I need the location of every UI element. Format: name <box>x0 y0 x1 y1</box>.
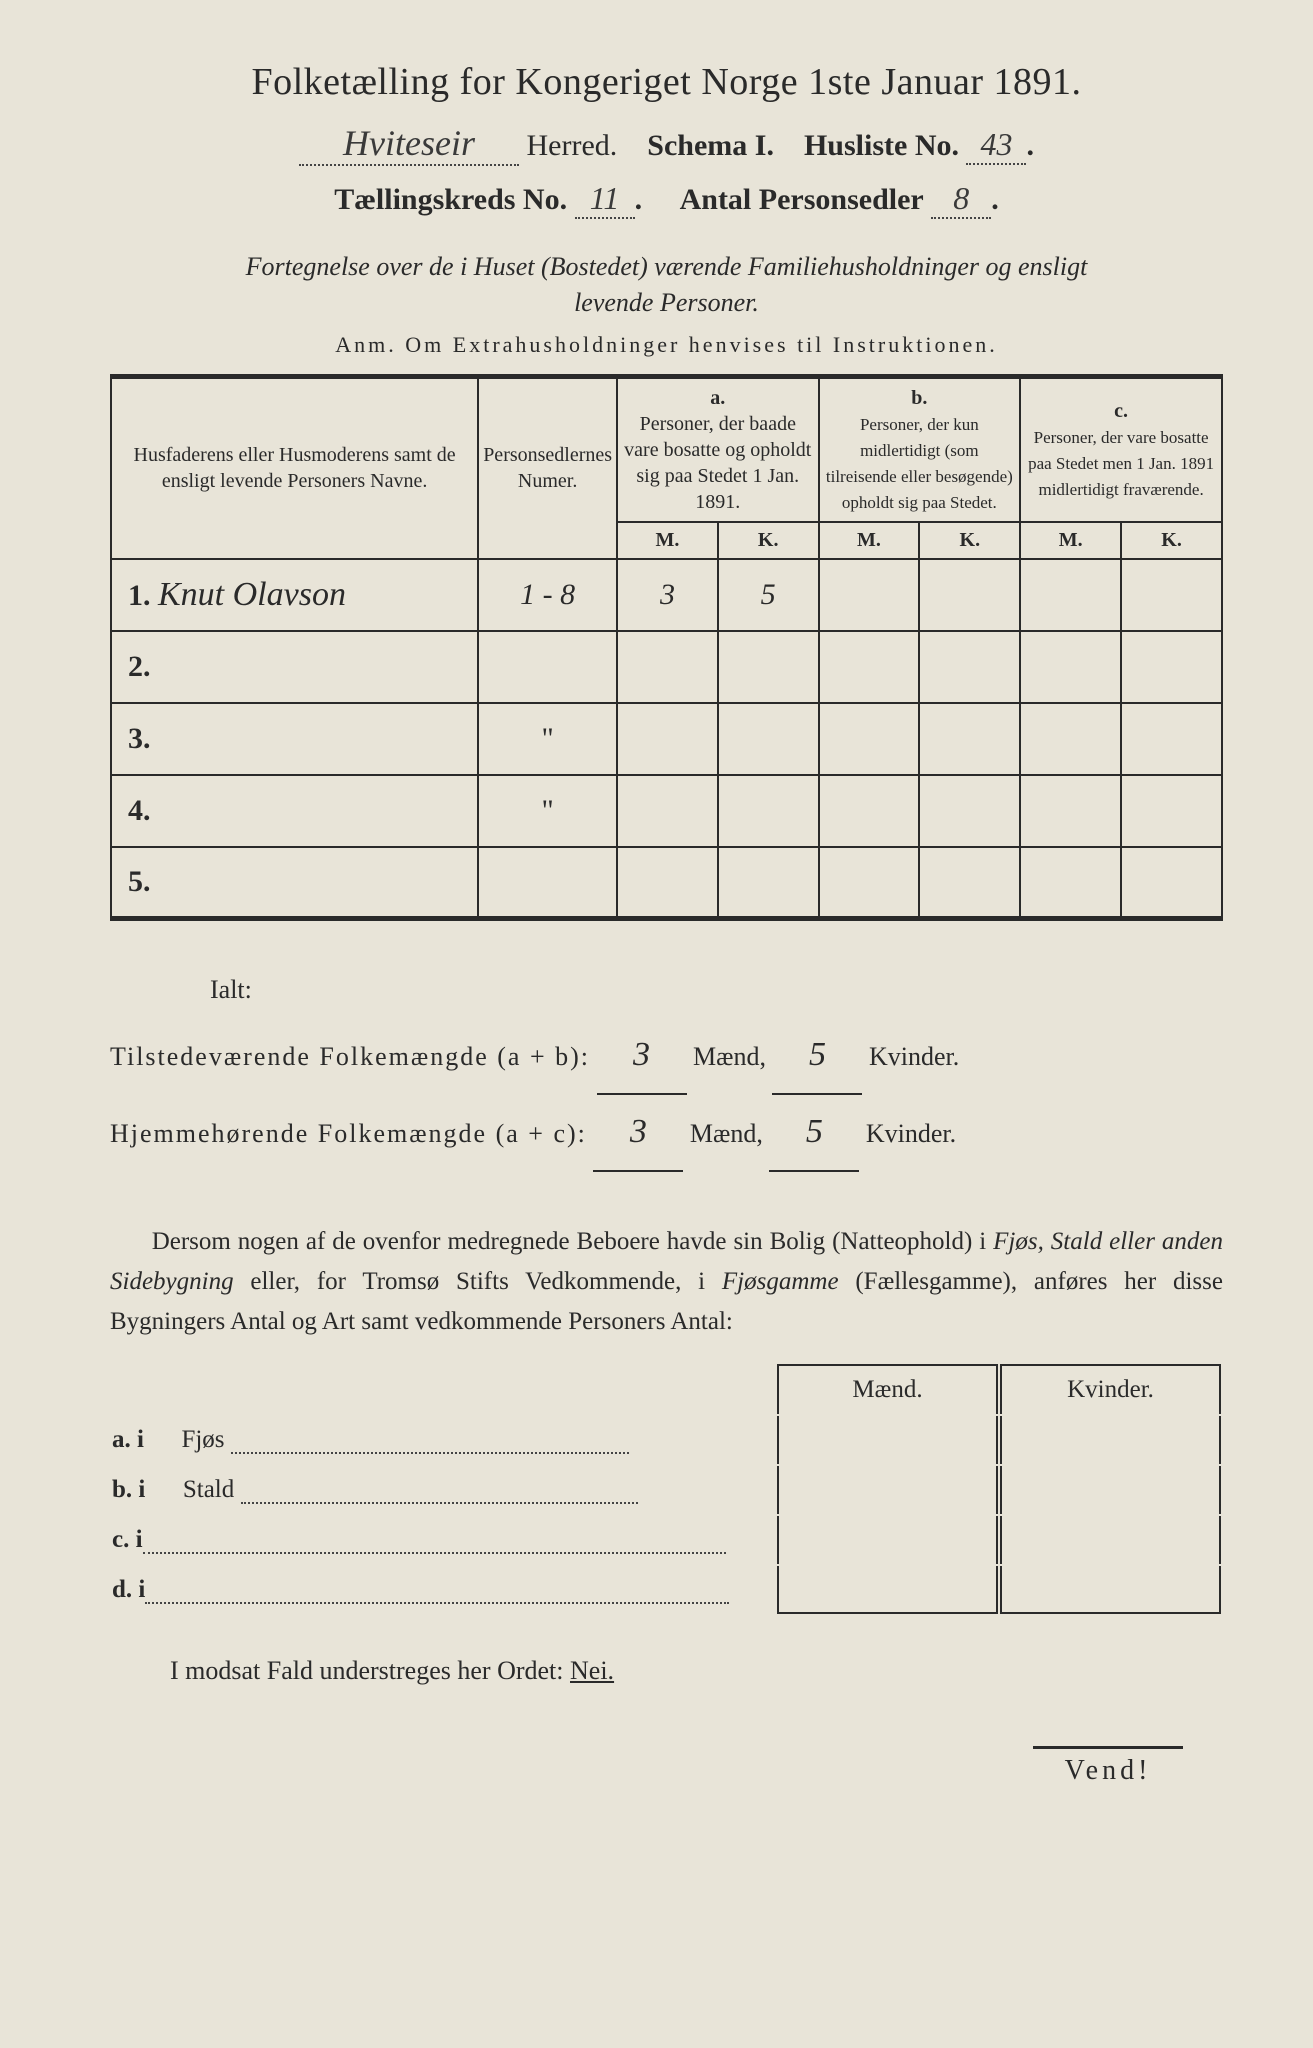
side-row-a: a. i Fjøs <box>112 1416 1221 1464</box>
side-row-d: d. i <box>112 1566 1221 1614</box>
husliste-no: 43 <box>966 126 1026 165</box>
col-b-k: K. <box>919 522 1020 559</box>
tilstede-k: 5 <box>772 1018 862 1095</box>
col-b-m: M. <box>819 522 920 559</box>
col-a-k: K. <box>718 522 819 559</box>
nei-line: I modsat Fald understreges her Ordet: Ne… <box>110 1656 1223 1686</box>
kreds-label: Tællingskreds No. <box>334 183 567 216</box>
husliste-label: Husliste No. <box>804 129 959 162</box>
col-c-m: M. <box>1020 522 1121 559</box>
tilstede-m: 3 <box>597 1018 687 1095</box>
census-table: Husfaderens eller Husmoderens samt de en… <box>110 374 1223 922</box>
col-header-c: c. Personer, der vare bosatte paa Stedet… <box>1020 376 1222 522</box>
description: Fortegnelse over de i Huset (Bostedet) v… <box>110 249 1223 322</box>
side-kvinder-header: Kvinder. <box>1000 1364 1221 1414</box>
table-row: 2. <box>111 631 1222 703</box>
side-maend-header: Mænd. <box>777 1364 998 1414</box>
col-a-m: M. <box>617 522 718 559</box>
totals-block: Ialt: Tilstedeværende Folkemængde (a + b… <box>110 961 1223 1172</box>
paragraph: Dersom nogen af de ovenfor medregnede Be… <box>110 1222 1223 1342</box>
antal-label: Antal Personsedler <box>680 183 924 216</box>
header-line-2: Tællingskreds No. 11. Antal Personsedler… <box>110 180 1223 219</box>
hjemme-m: 3 <box>593 1095 683 1172</box>
header-line-1: Hviteseir Herred. Schema I. Husliste No.… <box>110 122 1223 166</box>
col-header-b: b. Personer, der kun midlertidigt (som t… <box>819 376 1021 522</box>
col-header-num: Personsedlernes Numer. <box>478 376 617 559</box>
col-header-name: Husfaderens eller Husmoderens samt de en… <box>111 376 478 559</box>
hjemme-k: 5 <box>769 1095 859 1172</box>
side-building-table: Mænd. Kvinder. a. i Fjøs b. i Stald c. i… <box>110 1362 1223 1616</box>
schema-label: Schema I. <box>647 129 774 162</box>
table-row: 1. Knut Olavson 1 - 8 3 5 <box>111 559 1222 631</box>
vend-label: Vend! <box>110 1746 1223 1787</box>
page-title: Folketælling for Kongeriget Norge 1ste J… <box>110 60 1223 104</box>
hjemme-label: Hjemmehørende Folkemængde (a + c): <box>110 1119 587 1148</box>
table-row: 5. <box>111 847 1222 919</box>
tilstede-label: Tilstedeværende Folkemængde (a + b): <box>110 1042 590 1071</box>
kreds-no: 11 <box>575 180 635 219</box>
col-c-k: K. <box>1121 522 1222 559</box>
side-row-c: c. i <box>112 1516 1221 1564</box>
table-row: 3. " <box>111 703 1222 775</box>
anm-note: Anm. Om Extrahusholdninger henvises til … <box>110 332 1223 358</box>
herred-handwritten: Hviteseir <box>299 122 519 166</box>
herred-label: Herred. <box>527 129 618 162</box>
col-header-a: a. Personer, der baade vare bosatte og o… <box>617 376 818 522</box>
antal-val: 8 <box>931 180 991 219</box>
table-row: 4. " <box>111 775 1222 847</box>
ialt-label: Ialt: <box>110 961 1223 1018</box>
side-row-b: b. i Stald <box>112 1466 1221 1514</box>
